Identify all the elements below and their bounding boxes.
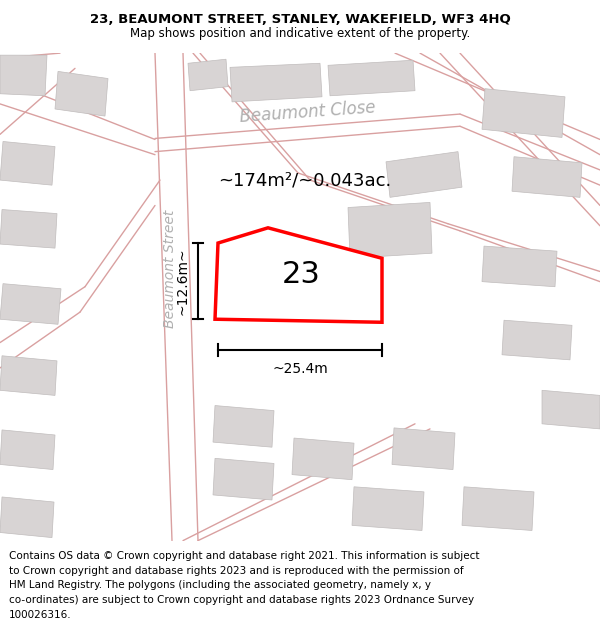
Text: 100026316.: 100026316. [9,610,71,620]
Polygon shape [215,228,382,322]
Polygon shape [213,406,274,447]
Polygon shape [502,320,572,360]
Polygon shape [512,157,582,198]
Polygon shape [0,55,47,96]
Text: Beaumont Close: Beaumont Close [239,98,377,126]
Polygon shape [348,202,432,258]
Polygon shape [0,497,54,538]
Polygon shape [328,60,415,96]
Polygon shape [230,63,322,102]
Polygon shape [0,430,55,469]
Polygon shape [482,246,557,287]
Text: Contains OS data © Crown copyright and database right 2021. This information is : Contains OS data © Crown copyright and d… [9,551,479,561]
Polygon shape [213,458,274,500]
Polygon shape [55,71,108,116]
Text: Beaumont Street: Beaumont Street [163,209,177,328]
Polygon shape [462,487,534,531]
Text: ~25.4m: ~25.4m [272,362,328,376]
Polygon shape [0,284,61,324]
Text: to Crown copyright and database rights 2023 and is reproduced with the permissio: to Crown copyright and database rights 2… [9,566,464,576]
Polygon shape [188,59,228,91]
Polygon shape [0,209,57,248]
Text: co-ordinates) are subject to Crown copyright and database rights 2023 Ordnance S: co-ordinates) are subject to Crown copyr… [9,595,474,605]
Polygon shape [352,487,424,531]
Polygon shape [392,428,455,469]
Polygon shape [0,141,55,185]
Polygon shape [482,89,565,138]
Polygon shape [292,438,354,480]
Polygon shape [542,390,600,429]
Text: HM Land Registry. The polygons (including the associated geometry, namely x, y: HM Land Registry. The polygons (includin… [9,580,431,590]
Text: 23: 23 [281,259,320,289]
Polygon shape [386,152,462,198]
Text: ~174m²/~0.043ac.: ~174m²/~0.043ac. [218,171,392,189]
Text: Map shows position and indicative extent of the property.: Map shows position and indicative extent… [130,27,470,40]
Text: ~12.6m~: ~12.6m~ [176,248,190,315]
Polygon shape [0,356,57,396]
Text: 23, BEAUMONT STREET, STANLEY, WAKEFIELD, WF3 4HQ: 23, BEAUMONT STREET, STANLEY, WAKEFIELD,… [89,13,511,26]
